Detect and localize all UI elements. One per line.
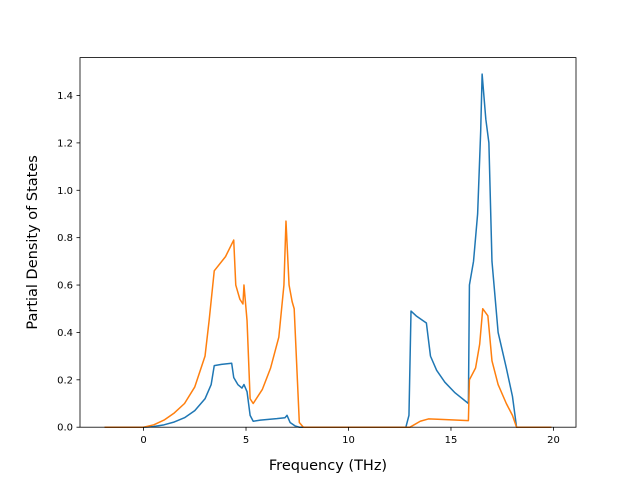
x-tick-label: 10 — [342, 435, 355, 446]
tick-layer: 0 5 10 15 20 0.0 0.2 0.4 0.6 0.8 1.0 1.2 1.4 — [57, 91, 560, 446]
plot-frame — [79, 57, 577, 428]
y-tick-label: 0.8 — [57, 233, 73, 244]
y-tick-label: 0.6 — [57, 281, 73, 292]
y-tick-label: 1.4 — [57, 91, 73, 102]
y-axis-label: Partial Density of States — [25, 155, 41, 329]
y-tick-label: 0.0 — [57, 423, 73, 434]
y-tick-label: 1.0 — [57, 186, 73, 197]
y-tick-label: 1.2 — [57, 138, 73, 149]
y-tick-label: 0.4 — [57, 328, 73, 339]
x-tick-label: 15 — [445, 435, 458, 446]
series-line-2 — [104, 220, 552, 428]
series-line-1 — [104, 73, 552, 428]
y-tick-label: 0.2 — [57, 375, 73, 386]
series-layer — [104, 73, 552, 428]
x-axis-label: Frequency (THz) — [269, 458, 387, 474]
x-tick-label: 0 — [140, 435, 146, 446]
x-tick-label: 20 — [547, 435, 560, 446]
x-tick-label: 5 — [243, 435, 249, 446]
